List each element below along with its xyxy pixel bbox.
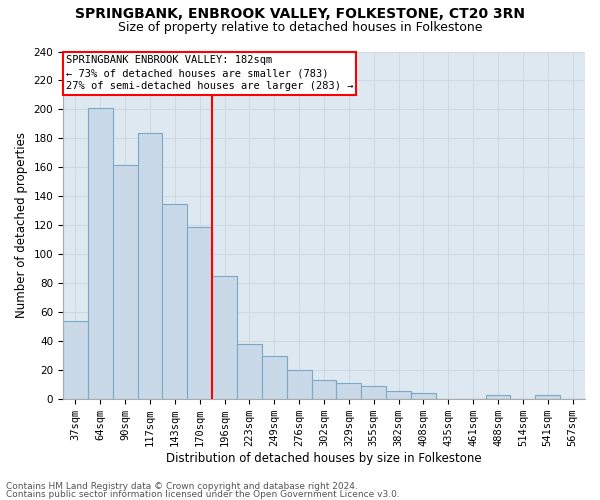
Bar <box>237 344 262 399</box>
Bar <box>485 395 511 399</box>
Bar <box>337 384 361 399</box>
Text: Size of property relative to detached houses in Folkestone: Size of property relative to detached ho… <box>118 21 482 34</box>
Bar <box>63 321 88 399</box>
Bar <box>187 227 212 399</box>
Bar <box>535 395 560 399</box>
Text: SPRINGBANK, ENBROOK VALLEY, FOLKESTONE, CT20 3RN: SPRINGBANK, ENBROOK VALLEY, FOLKESTONE, … <box>75 8 525 22</box>
Y-axis label: Number of detached properties: Number of detached properties <box>15 132 28 318</box>
Bar <box>311 380 337 399</box>
Bar <box>411 394 436 399</box>
Bar <box>386 390 411 399</box>
Bar <box>212 276 237 399</box>
Text: Contains public sector information licensed under the Open Government Licence v3: Contains public sector information licen… <box>6 490 400 499</box>
Bar <box>88 108 113 399</box>
Bar <box>287 370 311 399</box>
Text: SPRINGBANK ENBROOK VALLEY: 182sqm
← 73% of detached houses are smaller (783)
27%: SPRINGBANK ENBROOK VALLEY: 182sqm ← 73% … <box>65 55 353 92</box>
Bar <box>163 204 187 399</box>
Bar <box>113 164 137 399</box>
Bar <box>137 132 163 399</box>
Bar <box>262 356 287 399</box>
X-axis label: Distribution of detached houses by size in Folkestone: Distribution of detached houses by size … <box>166 452 482 465</box>
Text: Contains HM Land Registry data © Crown copyright and database right 2024.: Contains HM Land Registry data © Crown c… <box>6 482 358 491</box>
Bar <box>361 386 386 399</box>
